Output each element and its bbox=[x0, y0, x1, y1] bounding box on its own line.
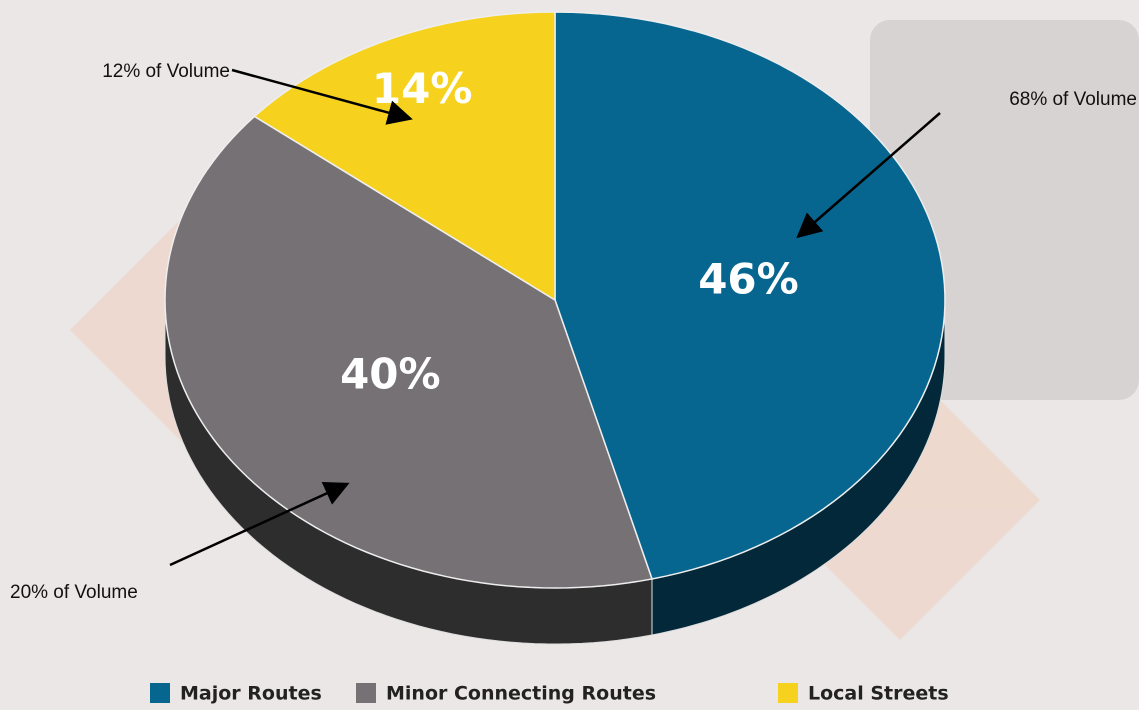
legend-label: Minor Connecting Routes bbox=[386, 683, 656, 705]
legend: Major Routes Minor Connecting Routes Local… bbox=[150, 683, 949, 705]
legend-swatch bbox=[356, 683, 376, 703]
legend-label: Major Routes bbox=[180, 683, 322, 705]
annotations: 68% of Volume 20% of Volume 12% of Volum… bbox=[10, 61, 1137, 603]
arrow bbox=[231, 68, 413, 125]
slice bbox=[554, 11, 946, 580]
value-label: 46% bbox=[698, 254, 799, 303]
value-label: 14% bbox=[372, 64, 473, 113]
value-label: 40% bbox=[340, 350, 441, 399]
pie: 46% 40% 14% bbox=[164, 11, 946, 645]
annotation: 68% of Volume bbox=[1009, 89, 1137, 110]
annotation: 12% of Volume bbox=[102, 61, 230, 82]
arrow bbox=[169, 481, 350, 567]
arrow bbox=[796, 112, 941, 239]
annotation: 20% of Volume bbox=[10, 582, 138, 603]
slice bbox=[164, 115, 653, 589]
legend-label: Local Streets bbox=[808, 683, 949, 705]
legend-swatch bbox=[778, 683, 798, 703]
legend-swatch bbox=[150, 683, 170, 703]
